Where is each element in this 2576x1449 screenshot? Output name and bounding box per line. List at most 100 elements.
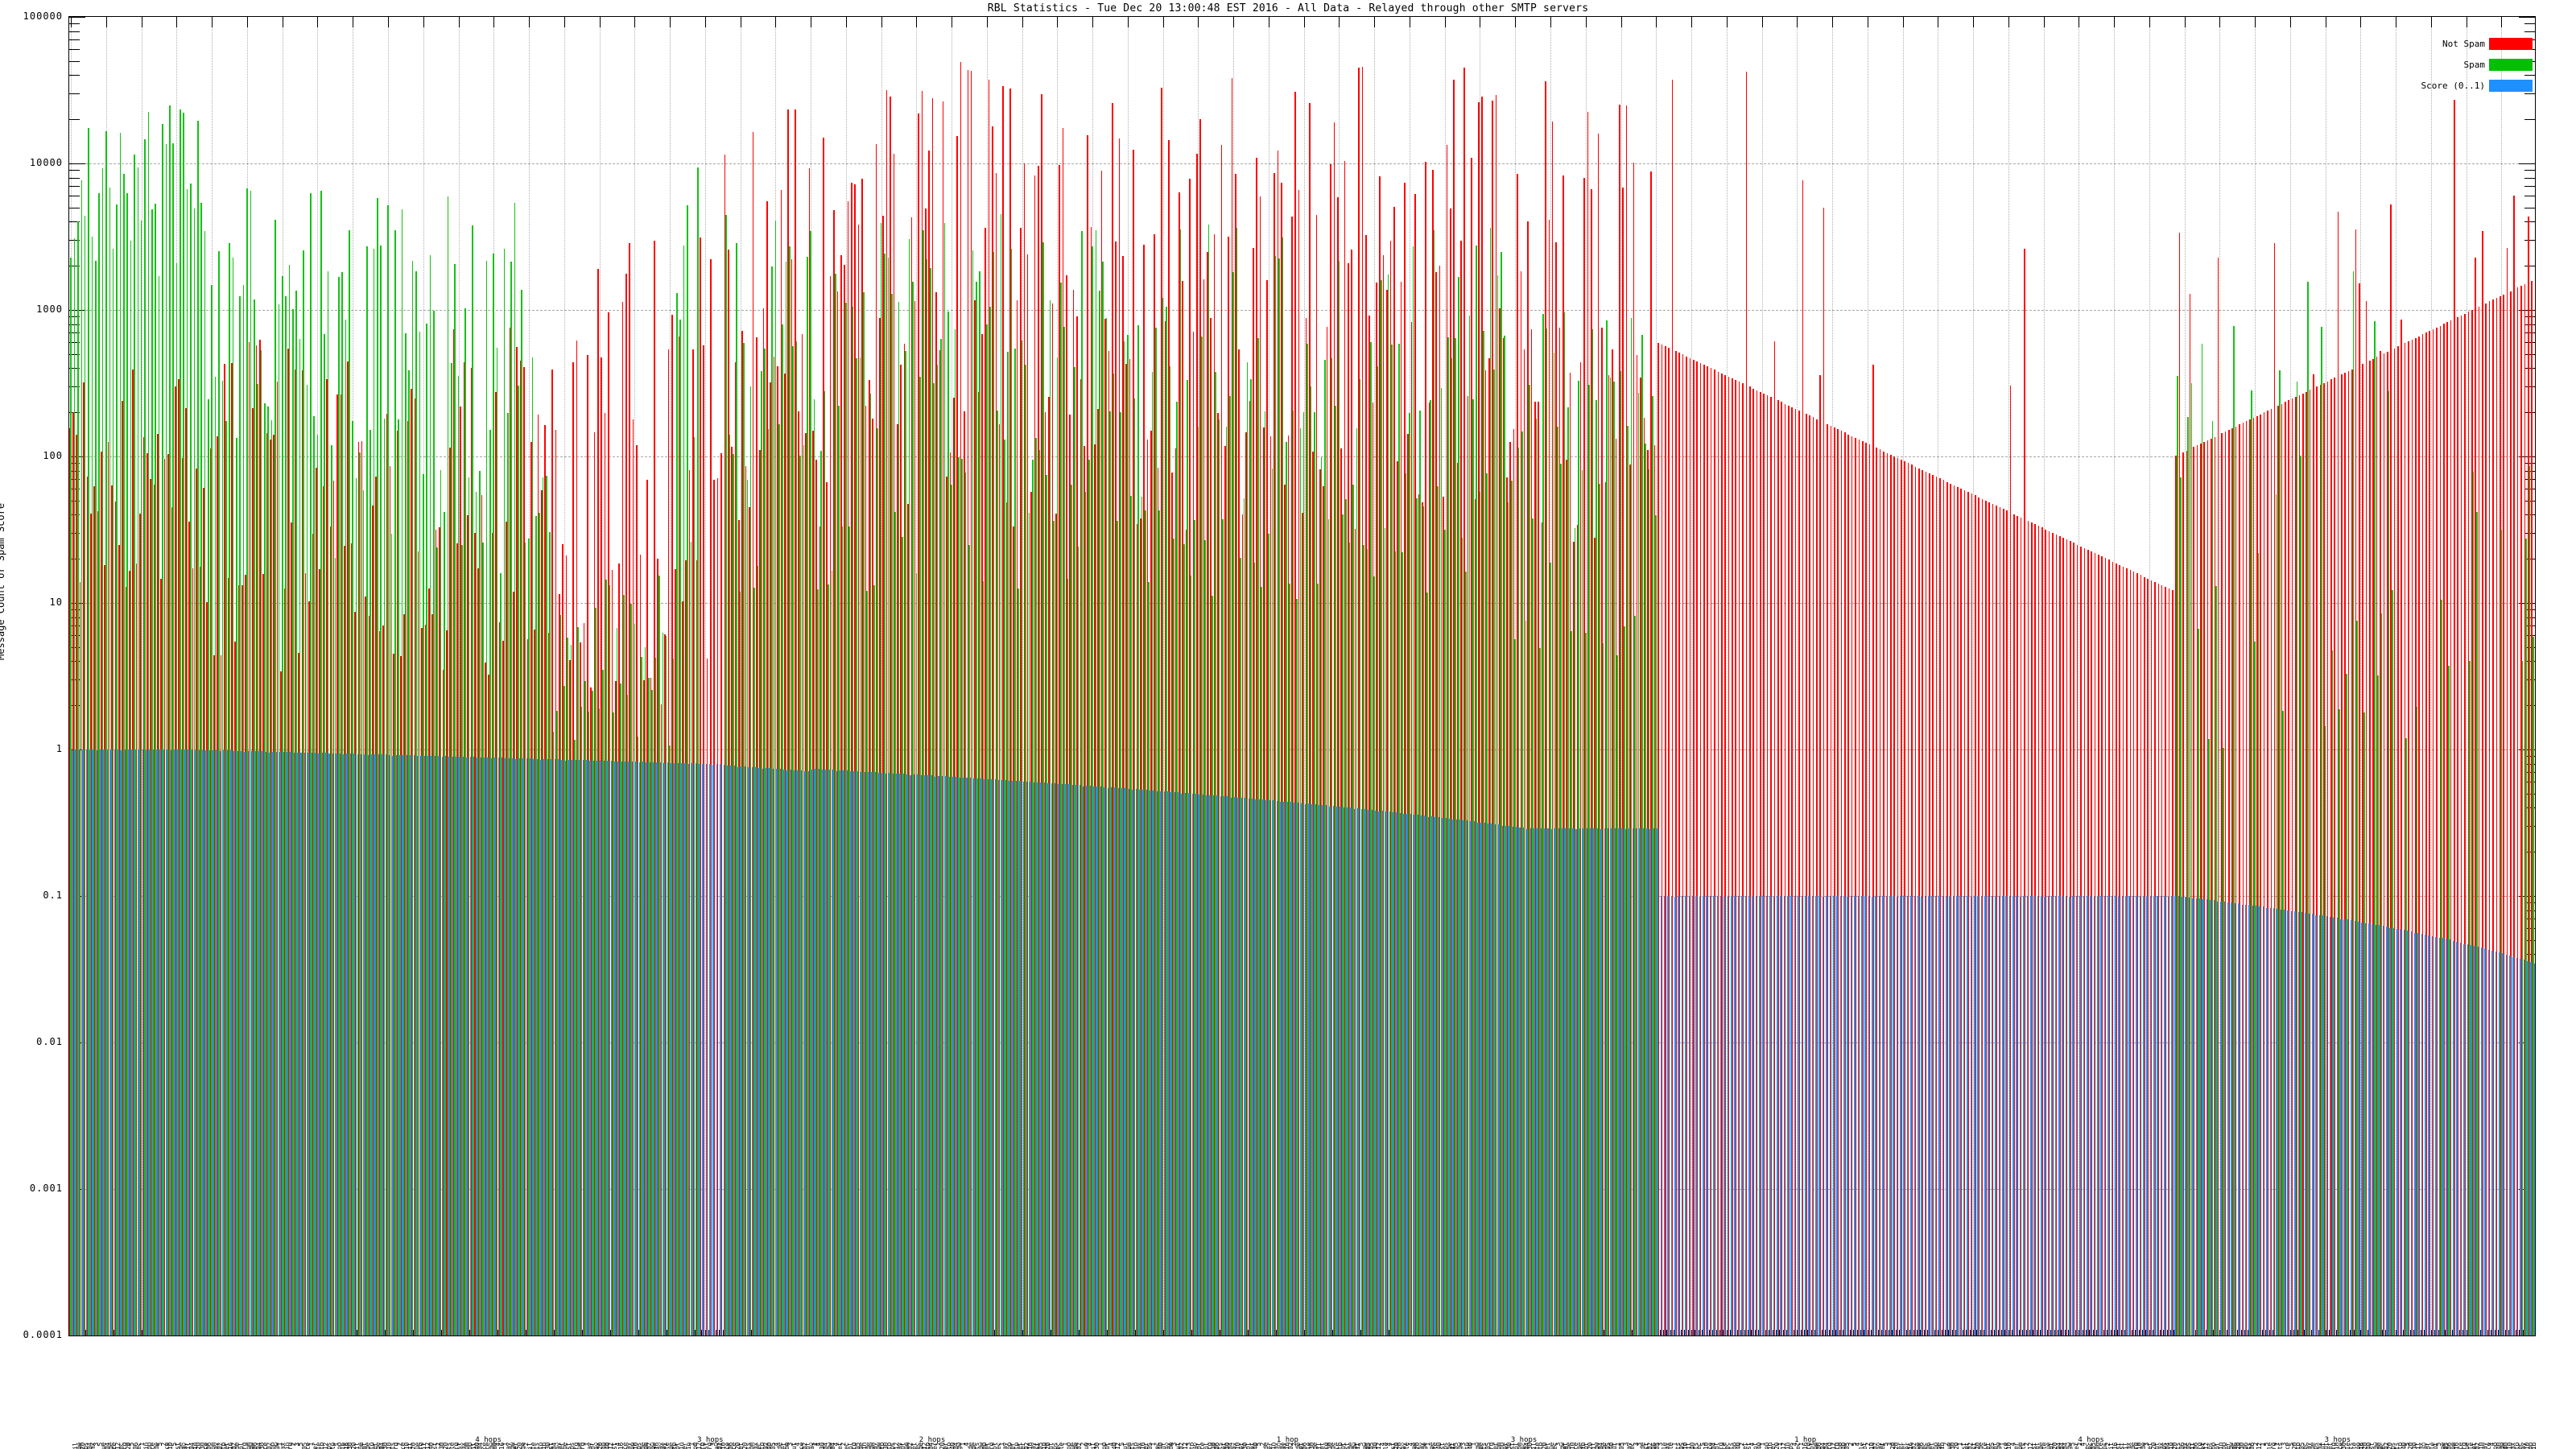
bar-not-spam xyxy=(886,89,888,1335)
bar-score xyxy=(241,750,242,1335)
bar-spam xyxy=(1345,499,1347,1335)
bar-score xyxy=(402,755,404,1335)
bar-not-spam xyxy=(1463,68,1466,1335)
bar-not-spam xyxy=(544,425,547,1335)
bar-spam xyxy=(1218,419,1220,1335)
bar-score xyxy=(994,779,997,1335)
x-tick-bottom xyxy=(2025,1330,2027,1335)
bar-spam xyxy=(915,573,918,1335)
bar-score xyxy=(2372,923,2373,1335)
bar-score xyxy=(1166,791,1169,1335)
bar-score xyxy=(163,749,165,1335)
bar-spam xyxy=(168,105,171,1335)
x-axis-group-label: 3 hops xyxy=(2324,1436,2351,1444)
bar-score xyxy=(1614,828,1616,1335)
bar-not-spam xyxy=(795,109,796,1335)
bar-score xyxy=(2097,896,2099,1335)
bar-score xyxy=(1678,896,1679,1335)
bar-score xyxy=(444,756,447,1335)
bar-score xyxy=(1744,896,1747,1335)
x-tick-top xyxy=(1233,17,1235,27)
x-tick-bottom xyxy=(1905,1330,1907,1335)
bar-spam xyxy=(693,436,696,1335)
bar-score xyxy=(1688,896,1690,1335)
bar-score xyxy=(1787,896,1789,1335)
bar-not-spam xyxy=(1985,500,1987,1335)
bar-spam xyxy=(377,197,378,1335)
bar-spam xyxy=(905,350,907,1335)
bar-not-spam xyxy=(1026,254,1029,1335)
bar-score xyxy=(1889,896,1891,1335)
x-axis-tick-labels: 04 30 02 mail40 30 lists 2 edgespool 3 o… xyxy=(68,1338,2536,1449)
bar-score xyxy=(131,749,134,1335)
bar-not-spam xyxy=(234,641,236,1335)
bar-spam xyxy=(1053,520,1055,1335)
bar-score xyxy=(1642,828,1645,1335)
bar-not-spam xyxy=(199,566,201,1335)
bar-score xyxy=(2139,896,2141,1335)
x-tick-bottom xyxy=(1885,1330,1886,1335)
bar-not-spam xyxy=(192,568,194,1335)
bar-score xyxy=(1804,896,1806,1335)
bar-not-spam xyxy=(111,485,113,1335)
bar-score xyxy=(1480,822,1482,1335)
bar-not-spam xyxy=(2460,315,2462,1335)
vertical-gridline xyxy=(670,17,671,1335)
bar-not-spam xyxy=(580,642,581,1335)
bar-spam xyxy=(401,209,403,1335)
bar-not-spam xyxy=(255,345,258,1335)
bar-spam xyxy=(1320,456,1323,1335)
bar-spam xyxy=(733,453,734,1335)
bar-spam xyxy=(140,220,142,1335)
bar-not-spam xyxy=(2496,298,2498,1335)
bar-not-spam xyxy=(1932,475,1934,1335)
bar-score xyxy=(786,770,788,1335)
bar-not-spam xyxy=(1080,379,1082,1335)
bar-score xyxy=(1089,786,1092,1335)
bar-not-spam xyxy=(1090,227,1092,1335)
bar-spam xyxy=(676,292,678,1335)
bar-spam xyxy=(757,565,759,1335)
bar-not-spam xyxy=(1449,208,1451,1335)
bar-score xyxy=(1403,814,1405,1335)
bar-score xyxy=(1364,809,1366,1335)
bar-score xyxy=(392,755,394,1335)
bar-not-spam xyxy=(1397,460,1398,1335)
bar-spam xyxy=(746,480,749,1335)
bar-spam xyxy=(1014,348,1016,1335)
x-tick-bottom xyxy=(2008,1330,2009,1335)
bar-score xyxy=(913,774,915,1335)
bar-not-spam xyxy=(1699,362,1702,1335)
bar-not-spam xyxy=(213,654,215,1335)
bar-not-spam xyxy=(1055,514,1057,1335)
bar-not-spam xyxy=(1591,189,1592,1335)
x-tick-bottom xyxy=(2385,1330,2387,1335)
bar-not-spam xyxy=(2037,526,2040,1335)
bar-score xyxy=(1181,793,1183,1335)
bar-not-spam xyxy=(1992,503,1994,1335)
bar-not-spam xyxy=(206,602,208,1335)
bar-score xyxy=(149,749,151,1335)
x-tick-bottom xyxy=(2050,1330,2052,1335)
bar-not-spam xyxy=(654,241,655,1335)
bar-spam xyxy=(196,120,199,1335)
bar-score xyxy=(709,763,711,1335)
bar-spam xyxy=(506,412,509,1335)
bar-score xyxy=(1212,795,1215,1335)
bar-score xyxy=(180,749,183,1335)
x-tick-bottom xyxy=(2135,1330,2136,1335)
x-tick-bottom xyxy=(1909,1330,1911,1335)
bar-not-spam xyxy=(1879,449,1881,1335)
bar-score xyxy=(128,749,130,1335)
bar-spam xyxy=(1500,252,1502,1335)
bar-score xyxy=(2244,904,2247,1335)
x-tick-top xyxy=(212,17,213,27)
bar-not-spam xyxy=(1517,174,1518,1335)
bar-score xyxy=(342,754,345,1335)
bar-score xyxy=(2502,953,2504,1335)
bar-not-spam xyxy=(2098,555,2099,1335)
bar-not-spam xyxy=(470,367,473,1335)
bar-spam xyxy=(1071,484,1072,1335)
x-tick-bottom xyxy=(2424,1330,2425,1335)
x-tick-bottom xyxy=(1835,1330,1837,1335)
